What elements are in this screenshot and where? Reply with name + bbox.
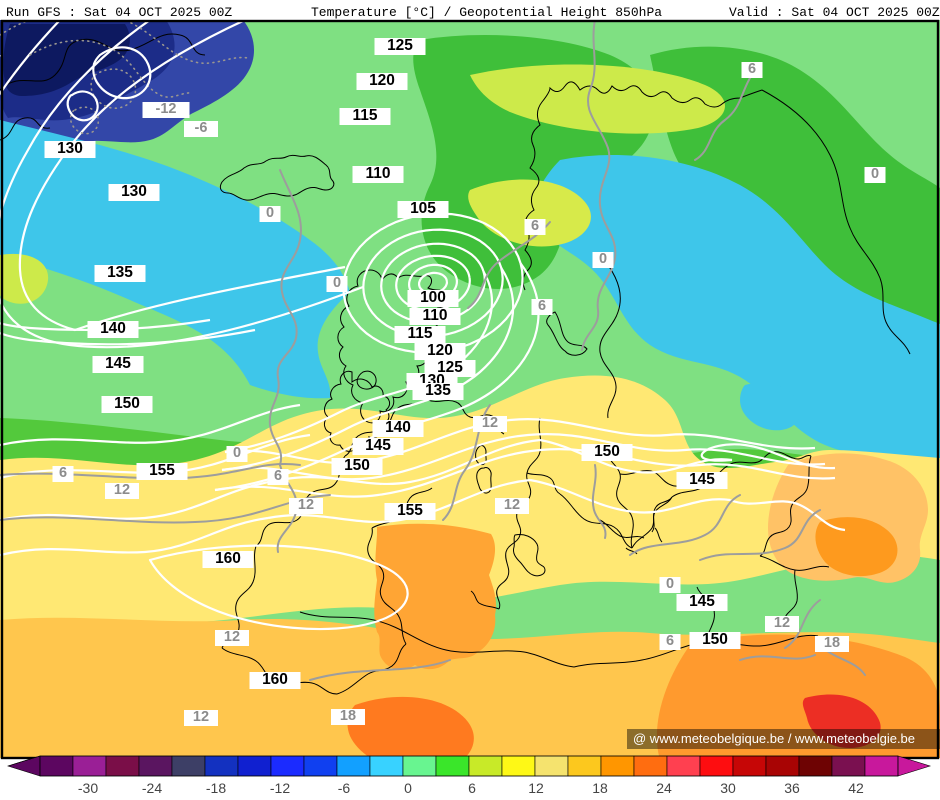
svg-text:-24: -24 (142, 780, 162, 796)
svg-text:0: 0 (599, 251, 607, 267)
svg-text:24: 24 (656, 780, 672, 796)
svg-text:-12: -12 (156, 101, 177, 117)
svg-text:0: 0 (233, 445, 241, 461)
svg-text:36: 36 (784, 780, 800, 796)
svg-text:42: 42 (848, 780, 864, 796)
svg-text:105: 105 (410, 200, 436, 217)
svg-text:6: 6 (748, 61, 756, 77)
svg-text:0: 0 (266, 205, 274, 221)
svg-text:18: 18 (340, 708, 356, 724)
svg-text:0: 0 (871, 166, 879, 182)
svg-text:6: 6 (531, 218, 539, 234)
svg-text:6: 6 (468, 780, 476, 796)
svg-text:12: 12 (193, 709, 209, 725)
svg-text:145: 145 (105, 355, 131, 372)
svg-text:-18: -18 (206, 780, 226, 796)
svg-text:12: 12 (114, 482, 130, 498)
svg-text:@ www.meteobelgique.be / ww: @ www.meteobelgique.be / www.meteobelgie… (633, 731, 915, 746)
svg-text:-6: -6 (195, 120, 208, 136)
svg-text:120: 120 (427, 342, 453, 359)
svg-text:135: 135 (107, 264, 133, 281)
svg-text:12: 12 (528, 780, 544, 796)
svg-text:6: 6 (538, 298, 546, 314)
svg-text:130: 130 (57, 140, 83, 157)
svg-text:12: 12 (482, 415, 498, 431)
svg-text:140: 140 (385, 419, 411, 436)
svg-text:Run GFS : Sat 04 OCT 2025 00Z: Run GFS : Sat 04 OCT 2025 00Z (6, 5, 232, 20)
svg-text:110: 110 (365, 165, 390, 182)
svg-text:155: 155 (397, 502, 423, 519)
svg-text:145: 145 (365, 437, 391, 454)
svg-text:160: 160 (262, 671, 288, 688)
svg-text:135: 135 (425, 382, 451, 399)
svg-text:110: 110 (422, 307, 447, 324)
svg-text:-6: -6 (338, 780, 351, 796)
svg-text:155: 155 (149, 462, 175, 479)
svg-text:145: 145 (689, 593, 715, 610)
svg-text:12: 12 (224, 629, 240, 645)
svg-text:100: 100 (420, 289, 446, 306)
svg-text:145: 145 (689, 471, 715, 488)
svg-text:Valid : Sat 04 OCT 2025 00Z: Valid : Sat 04 OCT 2025 00Z (729, 5, 940, 20)
svg-text:18: 18 (592, 780, 608, 796)
svg-text:150: 150 (344, 457, 370, 474)
svg-text:-12: -12 (270, 780, 290, 796)
svg-text:0: 0 (404, 780, 412, 796)
svg-text:6: 6 (274, 468, 282, 484)
svg-text:125: 125 (387, 37, 413, 54)
svg-text:12: 12 (298, 497, 314, 513)
svg-text:150: 150 (702, 631, 728, 648)
svg-text:120: 120 (369, 72, 395, 89)
svg-text:Temperature [°C] / Geopotentia: Temperature [°C] / Geopotential Height 8… (311, 5, 662, 20)
svg-text:-30: -30 (78, 780, 98, 796)
svg-text:18: 18 (824, 635, 840, 651)
svg-text:30: 30 (720, 780, 736, 796)
svg-text:115: 115 (407, 325, 432, 342)
svg-text:150: 150 (594, 443, 620, 460)
svg-text:12: 12 (774, 615, 790, 631)
svg-text:150: 150 (114, 395, 140, 412)
svg-text:140: 140 (100, 320, 126, 337)
svg-text:6: 6 (666, 633, 674, 649)
svg-text:0: 0 (333, 275, 341, 291)
svg-text:130: 130 (121, 183, 147, 200)
svg-text:115: 115 (352, 107, 377, 124)
svg-text:0: 0 (666, 576, 674, 592)
svg-text:12: 12 (504, 497, 520, 513)
svg-text:6: 6 (59, 465, 67, 481)
svg-text:160: 160 (215, 550, 241, 567)
